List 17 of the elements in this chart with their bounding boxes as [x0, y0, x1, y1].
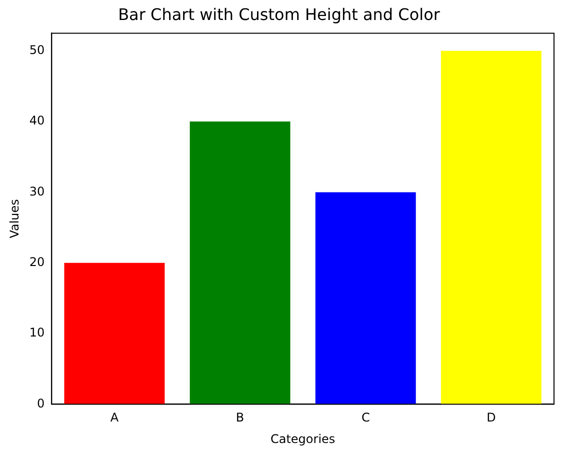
y-axis-title: Values [7, 199, 22, 238]
y-tick-label: 20 [29, 254, 45, 269]
y-tick-label: 10 [29, 326, 45, 340]
y-tick-label: 40 [29, 114, 45, 128]
bar [64, 262, 165, 404]
x-tick-label: B [236, 410, 244, 425]
y-tick-label: 50 [29, 42, 45, 57]
x-tick-label: D [486, 410, 496, 425]
x-tick-label: A [110, 410, 120, 425]
chart-title: Bar Chart with Custom Height and Color [118, 4, 440, 24]
x-tick-label: C [361, 410, 370, 425]
bar [190, 122, 290, 404]
bar [315, 192, 416, 404]
y-tick-label: 30 [29, 184, 45, 198]
x-axis-title: Categories [270, 432, 336, 446]
y-tick-label: 0 [37, 396, 45, 410]
bar [440, 50, 542, 404]
